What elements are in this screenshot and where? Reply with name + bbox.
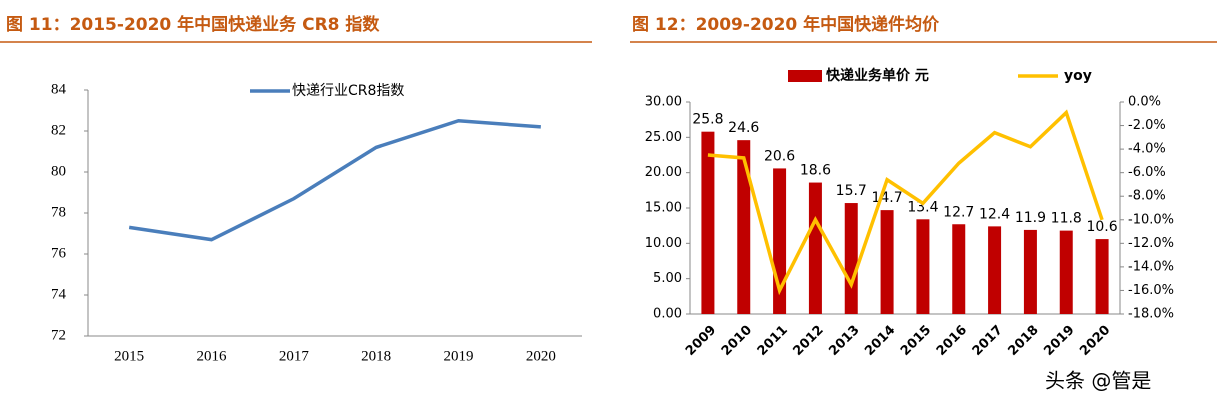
- y-tick-label: 72: [51, 327, 66, 343]
- x-tick-label: 2016: [934, 323, 970, 359]
- y2-tick-label: -18.0%: [1128, 307, 1174, 322]
- bar: [808, 182, 822, 314]
- y-tick-label: 10.00: [645, 236, 682, 251]
- bar: [1095, 239, 1109, 314]
- y2-tick-label: -14.0%: [1128, 259, 1174, 274]
- y-tick-label: 82: [51, 122, 66, 138]
- value-label: 13.4: [907, 199, 938, 215]
- y-tick-label: 74: [51, 286, 67, 302]
- x-tick-label: 2019: [1041, 323, 1077, 359]
- y2-tick-label: -12.0%: [1128, 236, 1174, 251]
- bar: [844, 203, 858, 314]
- bar: [1059, 230, 1073, 314]
- x-tick-label: 2013: [826, 323, 862, 359]
- bar: [737, 140, 751, 314]
- y2-tick-label: -4.0%: [1128, 142, 1166, 157]
- value-label: 20.6: [764, 148, 795, 164]
- value-label: 12.7: [943, 204, 974, 220]
- line-series: [128, 118, 541, 242]
- y-tick-label: 20.00: [645, 165, 682, 180]
- value-label: 25.8: [692, 112, 723, 128]
- y2-tick-label: -16.0%: [1128, 283, 1174, 298]
- bar: [880, 210, 894, 314]
- x-tick-label: 2018: [1006, 323, 1042, 359]
- bar: [916, 219, 930, 314]
- x-tick-label: 2018: [361, 348, 391, 364]
- x-tick-label: 2012: [791, 323, 827, 359]
- x-tick-label: 2011: [755, 323, 791, 359]
- line-series: [707, 109, 1104, 296]
- x-tick-label: 2015: [114, 348, 144, 364]
- x-tick-label: 2019: [444, 348, 474, 364]
- value-label: 24.6: [728, 120, 759, 136]
- y-tick-label: 30.00: [645, 95, 682, 110]
- y2-tick-label: -2.0%: [1128, 118, 1166, 133]
- chart-title: 图 11：2015-2020 年中国快递业务 CR8 指数: [6, 14, 380, 35]
- bar: [988, 226, 1002, 314]
- legend-label: yoy: [1064, 68, 1092, 84]
- y2-tick-label: -8.0%: [1128, 189, 1166, 204]
- x-tick-label: 2016: [197, 348, 228, 364]
- y-tick-label: 84: [51, 81, 67, 97]
- x-tick-label: 2020: [1077, 323, 1113, 359]
- y-tick-label: 0.00: [653, 307, 682, 322]
- x-tick-label: 2010: [719, 323, 755, 359]
- value-label: 14.7: [871, 190, 902, 206]
- legend-label: 快递业务单价 元: [826, 67, 929, 84]
- y2-tick-label: -6.0%: [1128, 165, 1166, 180]
- bar: [701, 131, 715, 314]
- x-tick-label: 2017: [279, 348, 310, 364]
- x-tick-label: 2015: [898, 323, 934, 359]
- legend-label: 快递行业CR8指数: [292, 83, 404, 99]
- value-label: 11.9: [1015, 210, 1046, 226]
- value-label: 12.4: [979, 206, 1010, 222]
- bar: [952, 224, 966, 314]
- y-tick-label: 80: [51, 163, 66, 179]
- x-tick-label: 2009: [683, 323, 719, 359]
- y2-tick-label: 0.0%: [1128, 95, 1161, 110]
- legend-swatch: [788, 70, 822, 82]
- y-tick-label: 5.00: [653, 271, 682, 286]
- value-label: 15.7: [836, 183, 867, 199]
- y-tick-label: 76: [51, 245, 67, 261]
- x-tick-label: 2014: [862, 323, 898, 359]
- watermark: 头条 @管是: [1045, 369, 1151, 393]
- bar: [1023, 229, 1037, 314]
- chart-title: 图 12：2009-2020 年中国快递件均价: [632, 14, 940, 35]
- value-label: 18.6: [800, 163, 831, 179]
- y-tick-label: 25.00: [645, 130, 682, 145]
- y2-tick-label: -10.0%: [1128, 212, 1174, 227]
- x-tick-label: 2020: [526, 348, 556, 364]
- value-label: 11.8: [1051, 211, 1082, 227]
- y-tick-label: 15.00: [645, 201, 682, 216]
- x-tick-label: 2017: [970, 323, 1006, 359]
- value-label: 10.6: [1086, 219, 1117, 235]
- y-tick-label: 78: [51, 204, 66, 220]
